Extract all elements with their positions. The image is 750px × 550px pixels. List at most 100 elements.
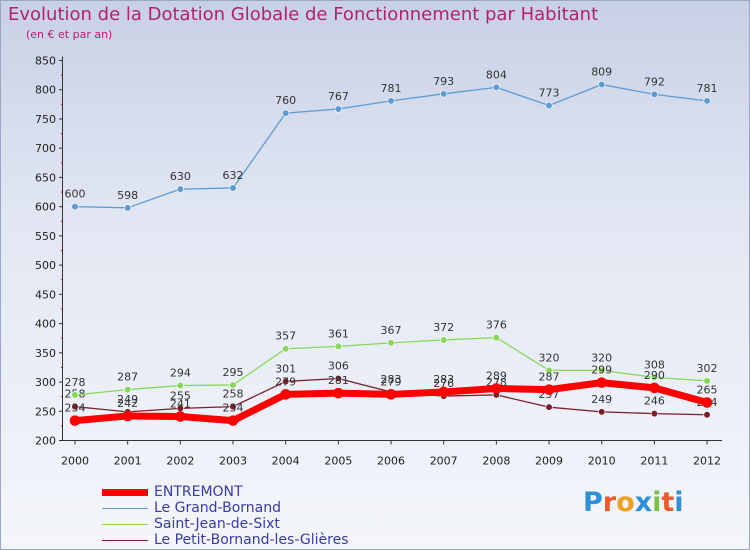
y-tick-label: 850: [35, 55, 56, 68]
data-label: 308: [644, 358, 665, 371]
data-point: [282, 109, 290, 117]
data-label: 792: [644, 75, 665, 88]
data-point: [122, 410, 133, 422]
data-label: 302: [697, 362, 718, 375]
data-label: 279: [275, 375, 296, 388]
x-tick-label: 2004: [272, 455, 300, 468]
legend: ENTREMONT Le Grand-Bornand Saint-Jean-de…: [98, 484, 398, 549]
data-label: 283: [381, 373, 402, 386]
y-tick-label: 600: [35, 201, 56, 214]
x-tick-label: 2003: [219, 455, 247, 468]
data-label: 295: [223, 366, 244, 379]
x-tick-label: 2009: [535, 455, 563, 468]
data-label: 598: [117, 189, 138, 202]
x-tick-label: 2008: [482, 455, 510, 468]
data-label: 255: [170, 389, 191, 402]
data-label: 279: [381, 375, 402, 388]
legend-label: Le Petit-Bornand-les-Glières: [154, 532, 349, 548]
y-tick-label: 550: [35, 230, 56, 243]
data-label: 249: [591, 393, 612, 406]
data-label: 376: [486, 319, 507, 332]
data-label: 294: [170, 367, 191, 380]
data-label: 241: [170, 398, 191, 411]
data-label: 781: [697, 82, 718, 95]
legend-label: Le Grand-Bornand: [154, 500, 282, 516]
data-point: [703, 377, 711, 385]
data-point: [334, 342, 342, 350]
legend-item: ENTREMONT: [98, 484, 398, 501]
data-point: [282, 377, 290, 386]
y-tick-label: 500: [35, 259, 56, 272]
data-label: 781: [381, 82, 402, 95]
legend-swatch: [102, 508, 148, 509]
data-point: [69, 415, 81, 426]
data-point: [229, 184, 237, 192]
data-point: [598, 80, 606, 89]
data-point: [543, 384, 555, 395]
legend-label: Saint-Jean-de-Sixt: [154, 516, 280, 532]
data-point: [176, 185, 184, 193]
data-point: [703, 411, 711, 419]
data-label: 773: [539, 87, 560, 100]
data-point: [176, 381, 184, 390]
data-point: [280, 389, 291, 400]
x-tick-label: 2007: [430, 455, 458, 468]
data-point: [545, 366, 553, 374]
data-label: 357: [275, 330, 296, 343]
y-tick-label: 700: [35, 142, 56, 155]
data-label: 289: [486, 369, 507, 382]
data-point: [334, 105, 342, 113]
data-label: 234: [223, 402, 244, 415]
data-point: [440, 90, 448, 98]
data-label: 361: [328, 327, 349, 340]
y-tick-label: 200: [35, 435, 56, 448]
data-point: [229, 402, 237, 411]
legend-item: Le Petit-Bornand-les-Glières: [98, 532, 398, 549]
data-label: 287: [117, 371, 138, 384]
x-tick-label: 2000: [61, 455, 89, 468]
data-point: [492, 334, 500, 342]
y-tick-label: 650: [35, 171, 56, 184]
chart-subtitle: (en € et par an): [26, 28, 113, 41]
y-tick-label: 400: [35, 318, 56, 331]
data-label: 630: [170, 170, 191, 183]
data-point: [71, 402, 79, 411]
data-point: [545, 101, 553, 110]
y-tick-label: 350: [35, 347, 56, 360]
data-label: 809: [591, 65, 612, 78]
data-point: [385, 389, 397, 400]
data-label: 320: [539, 351, 560, 364]
data-label: 276: [433, 377, 454, 390]
x-tick-label: 2012: [693, 455, 721, 468]
y-tick-label: 450: [35, 288, 56, 301]
data-point: [598, 408, 606, 416]
data-point: [387, 97, 395, 105]
data-point: [703, 97, 711, 105]
data-label: 265: [697, 384, 718, 397]
data-label: 242: [117, 397, 138, 410]
data-label: 258: [223, 388, 244, 401]
data-point: [333, 387, 344, 399]
y-tick-label: 800: [35, 84, 56, 97]
data-label: 281: [328, 374, 349, 387]
y-tick-label: 750: [35, 113, 56, 126]
x-tick-label: 2011: [640, 455, 668, 468]
data-point: [175, 411, 186, 422]
legend-swatch: [102, 489, 148, 496]
data-label: 278: [65, 376, 86, 389]
data-label: 290: [644, 369, 665, 382]
chart-title: Evolution de la Dotation Globale de Fonc…: [8, 4, 599, 25]
data-point: [282, 345, 290, 353]
data-label: 246: [644, 395, 665, 408]
data-label: 367: [381, 324, 402, 337]
data-label: 767: [328, 90, 349, 103]
y-tick-label: 250: [35, 405, 56, 418]
data-label: 299: [591, 364, 612, 377]
data-point: [545, 403, 553, 411]
data-point: [227, 415, 239, 426]
data-point: [491, 383, 502, 394]
legend-swatch: [102, 524, 148, 525]
data-label: 249: [117, 393, 138, 406]
data-point: [701, 397, 713, 408]
